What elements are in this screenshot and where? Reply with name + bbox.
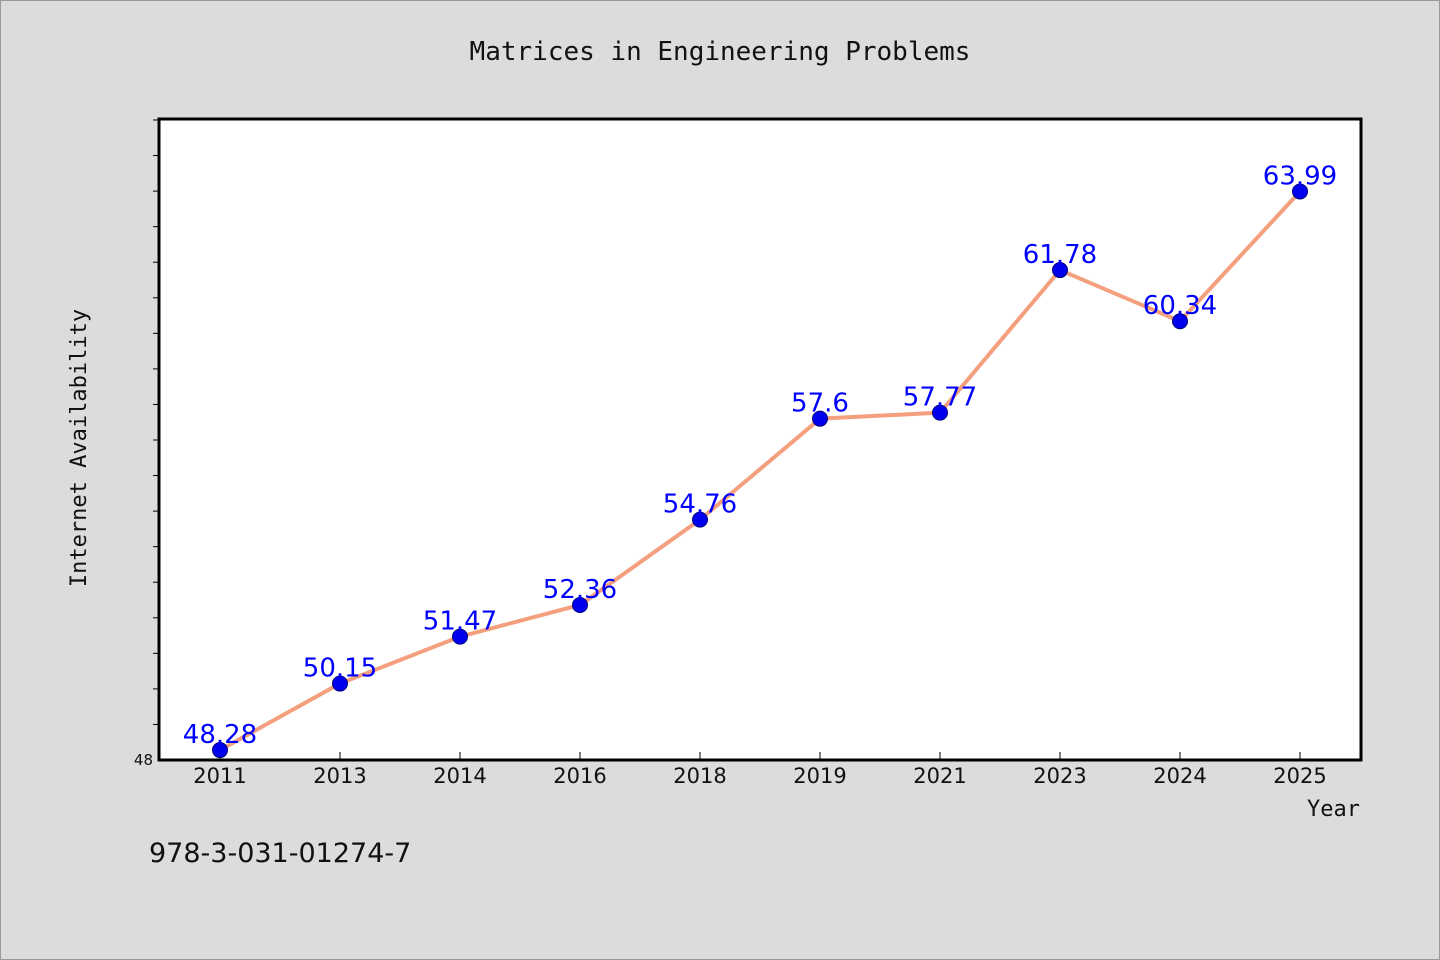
x-axis-ticks: 2011 2013 2014 2016 2018 2019 2021 2023 2024 2025 bbox=[193, 752, 1327, 788]
x-axis-label: Year bbox=[1307, 797, 1360, 822]
data-label: 61.78 bbox=[1023, 240, 1097, 270]
x-tick-label: 2021 bbox=[913, 764, 966, 788]
data-point bbox=[692, 511, 708, 528]
x-tick-label: 2011 bbox=[193, 764, 246, 788]
chart-title: Matrices in Engineering Problems bbox=[470, 37, 971, 67]
x-tick-label: 2013 bbox=[313, 764, 366, 788]
data-point bbox=[572, 596, 588, 613]
y-axis-label: Internet Availability bbox=[67, 309, 92, 587]
data-point bbox=[452, 628, 468, 645]
data-label: 50.15 bbox=[303, 654, 377, 684]
data-label: 48.28 bbox=[183, 720, 257, 750]
data-point bbox=[1172, 313, 1188, 330]
data-point bbox=[1292, 183, 1308, 200]
x-tick-label: 2023 bbox=[1033, 764, 1086, 788]
data-point bbox=[932, 404, 948, 421]
x-tick-label: 2016 bbox=[553, 764, 606, 788]
data-label: 57.6 bbox=[791, 389, 849, 419]
data-point bbox=[212, 742, 228, 759]
data-point bbox=[332, 675, 348, 692]
x-tick-label: 2019 bbox=[793, 764, 846, 788]
data-labels: 48.28 50.15 51.47 52.36 54.76 57.6 57.77 61.78 6… bbox=[183, 161, 1337, 750]
data-label: 51.47 bbox=[423, 607, 497, 637]
y-axis-ticks: 48 bbox=[134, 119, 160, 769]
data-point bbox=[812, 410, 828, 427]
data-label: 54.76 bbox=[663, 490, 737, 520]
data-point bbox=[1052, 262, 1068, 279]
series-line bbox=[219, 190, 1302, 752]
data-label: 60.34 bbox=[1143, 291, 1217, 321]
x-tick-label: 2014 bbox=[433, 764, 486, 788]
isbn-text: 978-3-031-01274-7 bbox=[149, 838, 411, 869]
x-tick-label: 2018 bbox=[673, 764, 726, 788]
x-tick-label: 2025 bbox=[1273, 764, 1326, 788]
series-markers bbox=[212, 183, 1308, 759]
data-label: 57.77 bbox=[903, 383, 977, 413]
plot-area bbox=[157, 117, 1363, 762]
x-tick-label: 2024 bbox=[1153, 764, 1206, 788]
data-label: 52.36 bbox=[543, 575, 617, 605]
data-label: 63.99 bbox=[1263, 161, 1337, 191]
y-tick-label: 48 bbox=[134, 751, 153, 769]
